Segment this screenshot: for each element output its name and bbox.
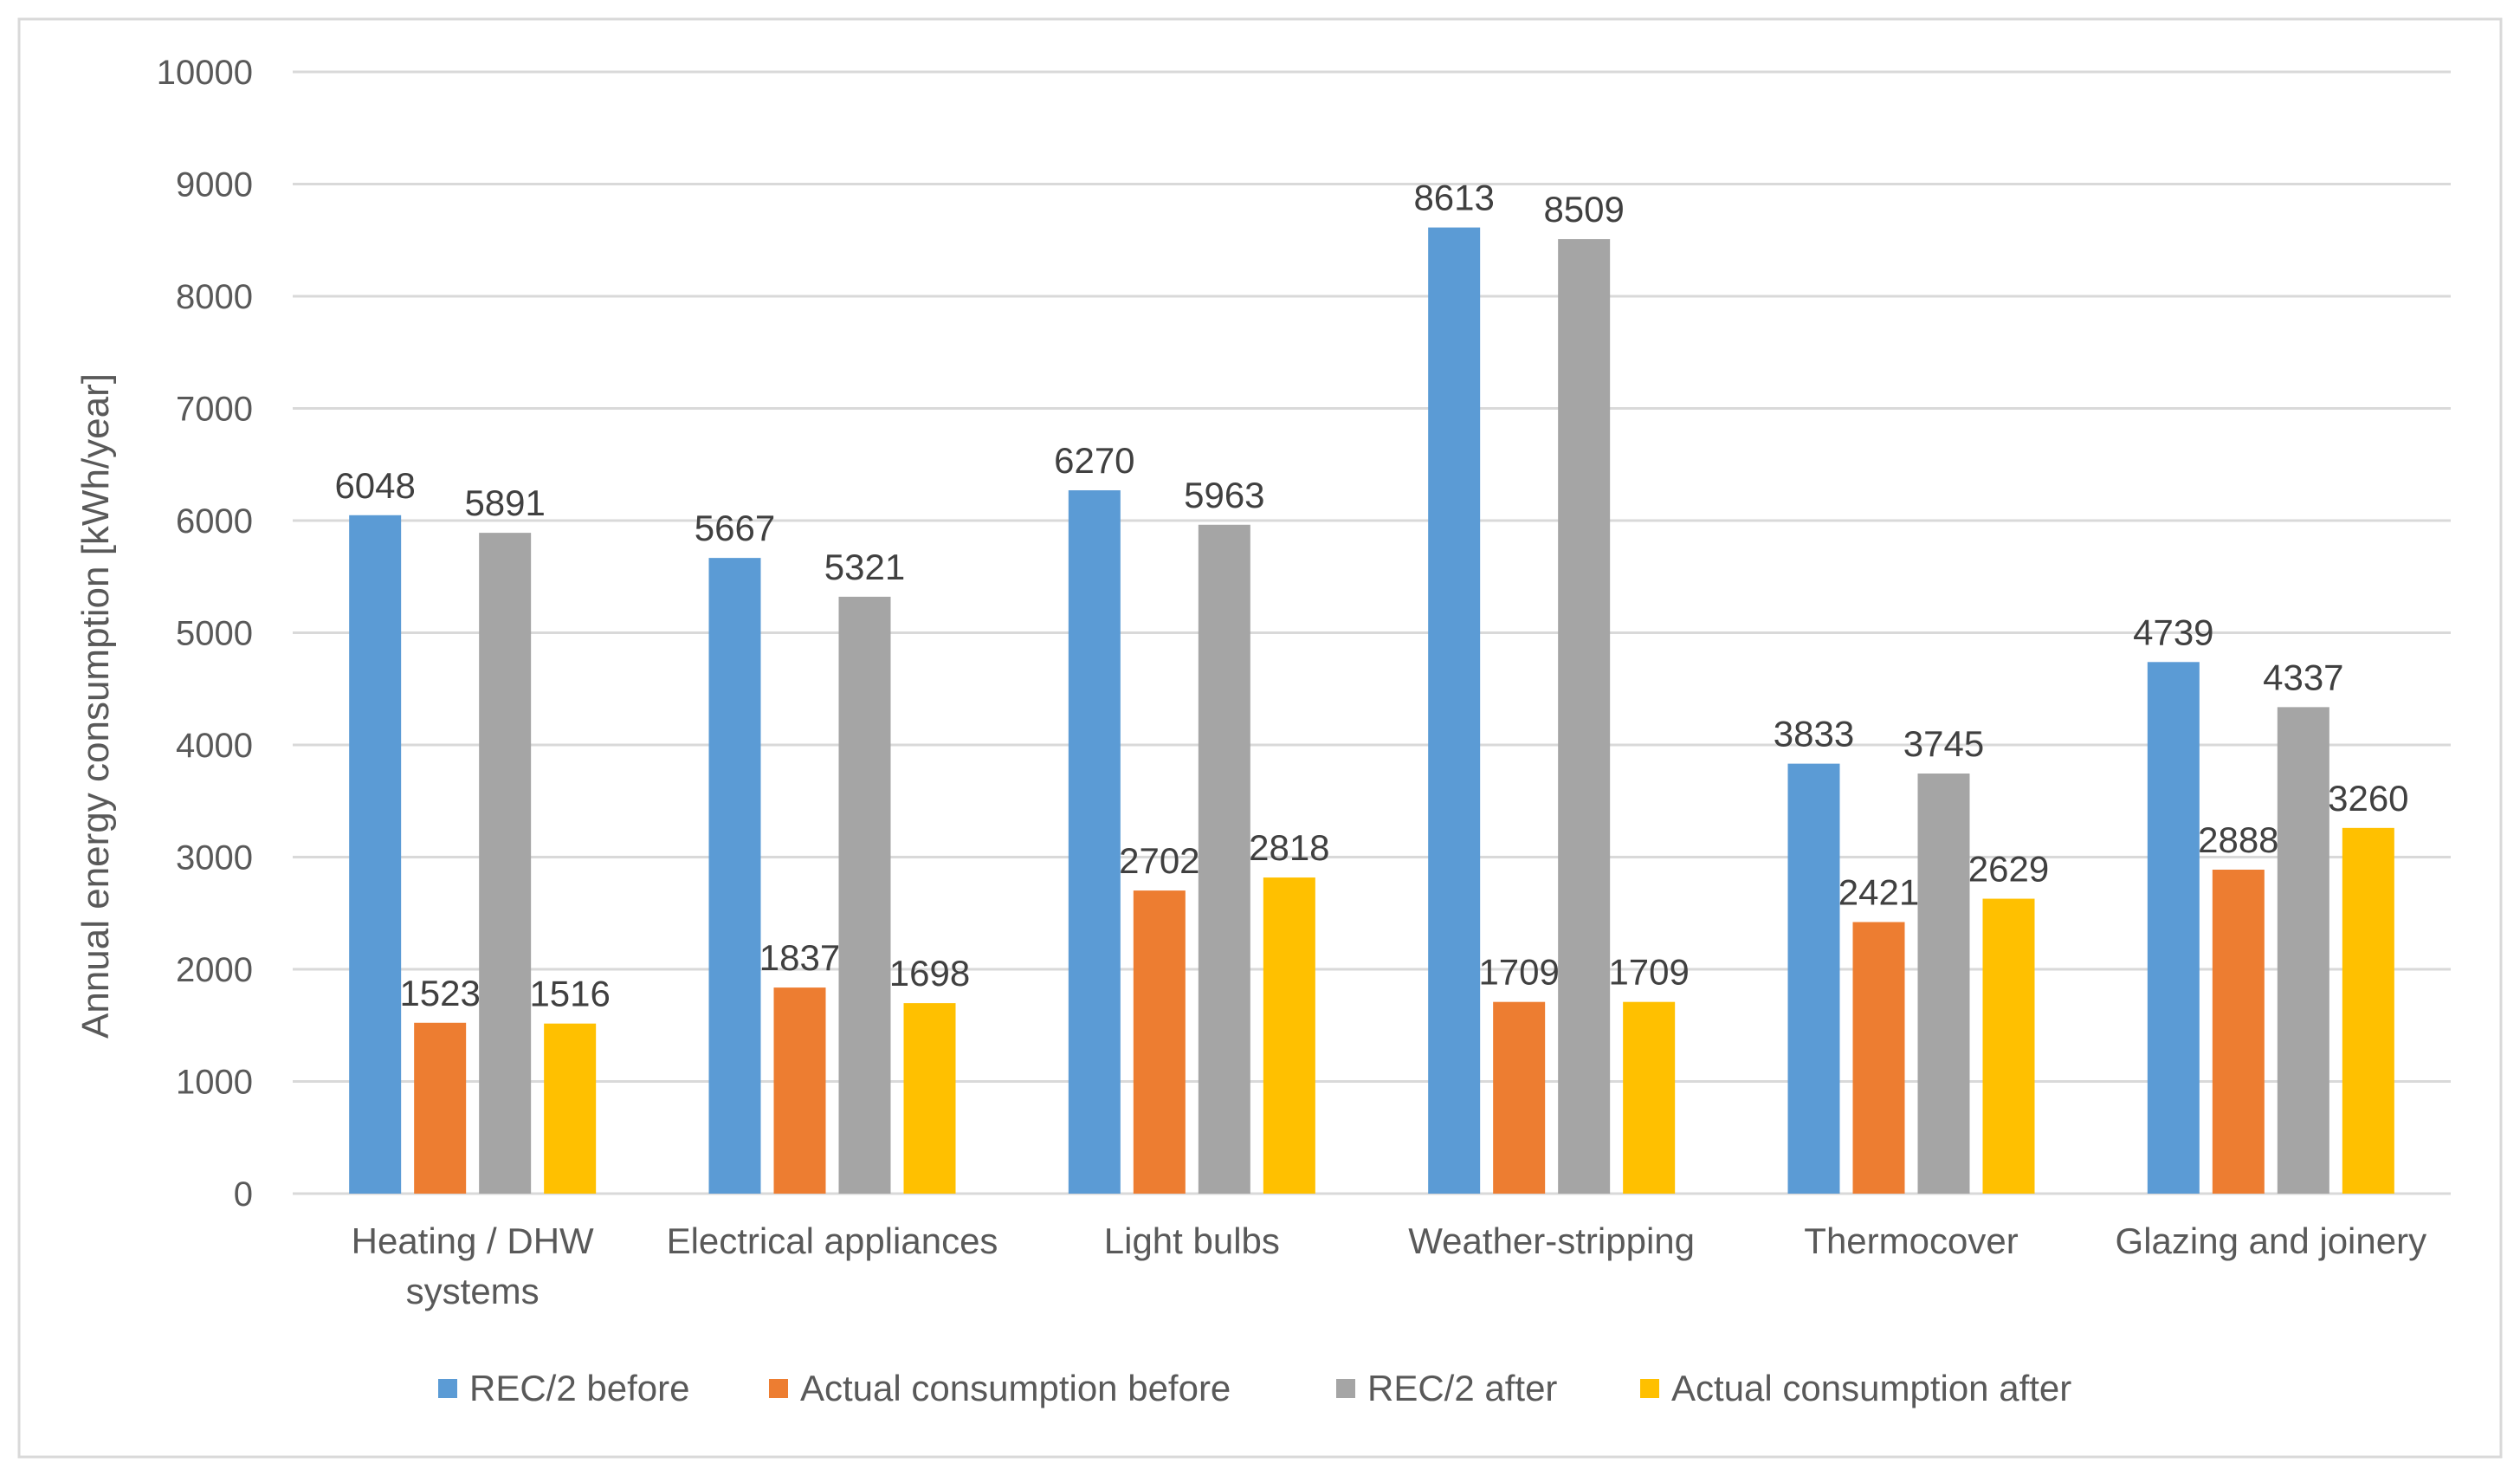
bar xyxy=(1558,239,1611,1194)
bar xyxy=(1852,922,1905,1194)
y-tick-label: 2000 xyxy=(176,951,253,989)
legend-label: REC/2 before xyxy=(469,1368,689,1408)
x-tick-label: Electrical appliances xyxy=(667,1220,998,1261)
data-label: 3833 xyxy=(1774,714,1854,754)
data-label: 2818 xyxy=(1249,827,1329,868)
data-label: 2629 xyxy=(1968,849,2049,890)
chart-border xyxy=(17,17,2503,1459)
data-label: 1709 xyxy=(1478,952,1559,993)
data-label: 3745 xyxy=(1903,723,1984,764)
bar xyxy=(1787,763,1840,1194)
legend-swatch xyxy=(438,1379,457,1398)
y-tick-label: 10000 xyxy=(157,54,253,92)
data-label: 5963 xyxy=(1184,475,1264,515)
data-label: 1516 xyxy=(529,974,610,1014)
data-label: 6270 xyxy=(1054,440,1134,481)
y-tick-label: 6000 xyxy=(176,502,253,541)
bar xyxy=(838,596,891,1194)
data-label: 2702 xyxy=(1119,840,1199,881)
y-tick-label: 8000 xyxy=(176,278,253,316)
data-label: 1837 xyxy=(759,937,840,978)
bar xyxy=(1198,524,1250,1194)
bar xyxy=(479,533,532,1194)
x-tick-label: Thermocover xyxy=(1804,1220,2018,1261)
x-tick-label: Light bulbs xyxy=(1104,1220,1280,1261)
x-tick-label: Heating / DHW xyxy=(352,1220,594,1261)
y-tick-label: 0 xyxy=(234,1175,253,1214)
bar xyxy=(2147,662,2200,1194)
bar xyxy=(1428,227,1481,1194)
data-label: 8509 xyxy=(1543,189,1624,230)
legend: REC/2 before Actual consumption before REC… xyxy=(438,1368,2071,1408)
bar xyxy=(1493,1001,1546,1194)
data-label: 5321 xyxy=(824,547,905,587)
bar xyxy=(2342,827,2394,1194)
gridlines xyxy=(293,70,2451,1195)
bar xyxy=(349,515,402,1194)
data-label: 2421 xyxy=(1838,871,1919,912)
y-tick-label: 1000 xyxy=(176,1064,253,1102)
legend-swatch xyxy=(1640,1379,1659,1398)
data-label: 6048 xyxy=(334,465,415,506)
bar xyxy=(773,987,826,1194)
bar xyxy=(1263,877,1315,1194)
y-tick-label: 3000 xyxy=(176,839,253,877)
x-tick-label: systems xyxy=(406,1271,540,1311)
y-tick-label: 7000 xyxy=(176,391,253,429)
data-label: 3260 xyxy=(2328,778,2408,819)
bar xyxy=(1982,898,2035,1194)
data-label: 1523 xyxy=(399,973,480,1013)
data-label: 1709 xyxy=(1608,952,1689,993)
y-axis-tick-labels: 0 1000 2000 3000 4000 5000 6000 7000 8000 9000 100… xyxy=(157,54,253,1214)
y-tick-label: 9000 xyxy=(176,166,253,204)
x-tick-label: Glazing and joinery xyxy=(2116,1220,2427,1261)
data-label: 4337 xyxy=(2263,657,2343,697)
bar xyxy=(1623,1001,1676,1194)
bars xyxy=(349,227,2394,1194)
data-label: 8613 xyxy=(1413,178,1494,218)
data-label: 1698 xyxy=(889,953,970,994)
y-tick-label: 4000 xyxy=(176,727,253,765)
bar xyxy=(708,558,761,1194)
bar xyxy=(1133,890,1186,1194)
x-axis-tick-labels: Heating / DHW systems Electrical appliance… xyxy=(352,1220,2426,1311)
y-axis-label: Annual energy consumption [kWh/year] xyxy=(74,373,117,1039)
legend-swatch xyxy=(1336,1379,1355,1398)
data-label: 2888 xyxy=(2198,819,2278,860)
legend-swatch xyxy=(769,1379,788,1398)
x-tick-label: Weather-stripping xyxy=(1408,1220,1695,1261)
legend-label: Actual consumption after xyxy=(1671,1368,2071,1408)
y-tick-label: 5000 xyxy=(176,615,253,653)
bar xyxy=(903,1003,956,1194)
bar xyxy=(2277,707,2329,1194)
legend-label: Actual consumption before xyxy=(800,1368,1231,1408)
bar xyxy=(2212,870,2265,1194)
bar xyxy=(544,1023,597,1194)
legend-label: REC/2 after xyxy=(1367,1368,1557,1408)
data-label: 5891 xyxy=(464,482,545,523)
data-label: 5667 xyxy=(695,508,775,548)
bar xyxy=(1917,774,1970,1194)
data-label: 4739 xyxy=(2133,612,2213,652)
bar xyxy=(1068,490,1121,1194)
data-labels: 6048 1523 5891 1516 5667 1837 5321 1698 6270 2702… xyxy=(334,178,2408,1014)
bar xyxy=(414,1022,467,1194)
